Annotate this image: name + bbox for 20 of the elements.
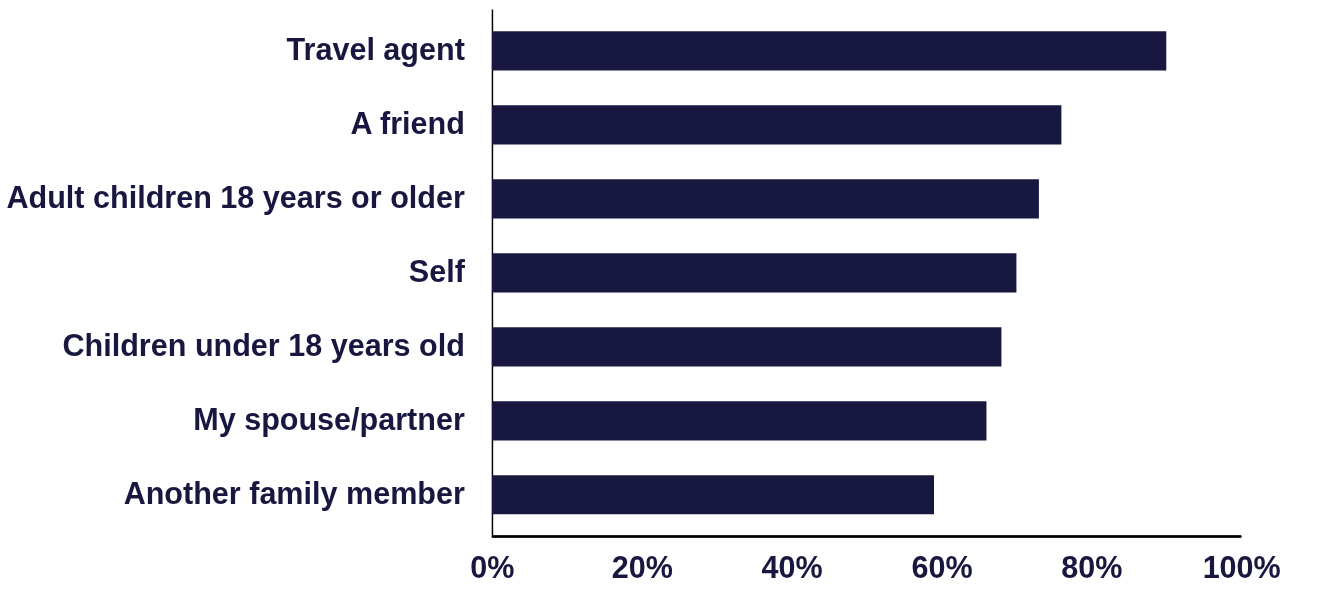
bar <box>491 327 1002 367</box>
bar <box>491 31 1167 71</box>
y-tick-label: Another family member <box>123 475 465 511</box>
bar <box>491 401 987 441</box>
y-tick-label: Children under 18 years old <box>62 327 465 363</box>
y-tick-label: Adult children 18 years or older <box>6 179 465 215</box>
y-tick-label: A friend <box>350 105 465 140</box>
x-tick-label: 60% <box>911 550 973 585</box>
y-tick-label: Self <box>408 253 466 288</box>
x-tick-label: 20% <box>611 550 673 585</box>
bar <box>491 253 1017 293</box>
bar <box>491 179 1039 219</box>
x-tick-label: 40% <box>761 550 823 585</box>
x-tick-label: 100% <box>1202 550 1281 585</box>
bar <box>491 105 1062 145</box>
y-tick-label: My spouse/partner <box>193 401 465 437</box>
x-tick-label: 0% <box>470 550 515 585</box>
bar <box>491 475 935 515</box>
x-tick-label: 80% <box>1061 550 1123 585</box>
y-tick-label: Travel agent <box>286 31 465 67</box>
